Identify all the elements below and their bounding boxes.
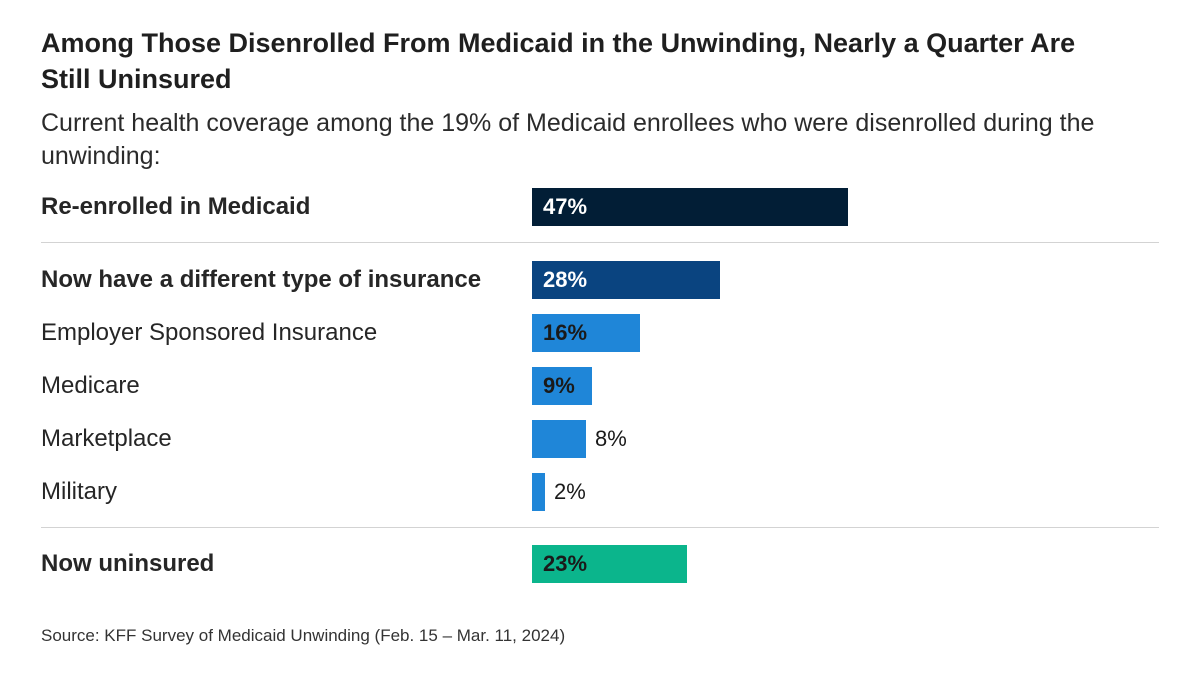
bar xyxy=(532,420,586,458)
source-note: Source: KFF Survey of Medicaid Unwinding… xyxy=(41,626,566,645)
bar xyxy=(532,261,720,299)
data-label: 28% xyxy=(543,267,588,292)
bar xyxy=(532,545,687,583)
bar xyxy=(532,314,640,352)
data-label: 9% xyxy=(543,373,575,398)
data-label: 47% xyxy=(543,194,588,219)
data-label: 16% xyxy=(543,320,588,345)
category-label: Now have a different type of insurance xyxy=(41,266,482,293)
category-label: Employer Sponsored Insurance xyxy=(41,319,378,346)
section-divider xyxy=(41,527,1159,528)
category-label: Now uninsured xyxy=(41,550,215,577)
bar xyxy=(532,367,592,405)
data-label: 8% xyxy=(595,426,627,451)
section-divider xyxy=(41,242,1159,243)
bar xyxy=(532,473,545,511)
data-label: 2% xyxy=(554,479,586,504)
chart-subtitle: Current health coverage among the 19% of… xyxy=(41,109,1095,170)
category-label: Medicare xyxy=(41,372,140,399)
chart-title: Among Those Disenrolled From Medicaid in… xyxy=(41,28,1076,94)
data-label: 23% xyxy=(543,551,588,576)
bar xyxy=(532,188,848,226)
category-label: Military xyxy=(41,478,117,505)
category-label: Marketplace xyxy=(41,425,172,452)
category-label: Re-enrolled in Medicaid xyxy=(41,193,311,220)
